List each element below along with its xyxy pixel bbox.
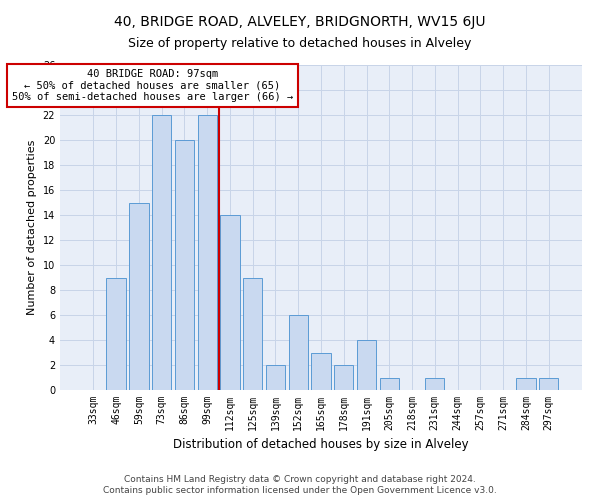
Text: Contains public sector information licensed under the Open Government Licence v3: Contains public sector information licen… (103, 486, 497, 495)
Bar (129, 202, 149, 390)
Text: Contains HM Land Registry data © Crown copyright and database right 2024.: Contains HM Land Registry data © Crown c… (124, 475, 476, 484)
Text: 40 BRIDGE ROAD: 97sqm
← 50% of detached houses are smaller (65)
50% of semi-deta: 40 BRIDGE ROAD: 97sqm ← 50% of detached … (12, 68, 293, 102)
Bar (516, 378, 536, 390)
Bar (311, 352, 331, 390)
Y-axis label: Number of detached properties: Number of detached properties (27, 140, 37, 315)
Bar (243, 278, 262, 390)
Bar (289, 315, 308, 390)
X-axis label: Distribution of detached houses by size in Alveley: Distribution of detached houses by size … (173, 438, 469, 452)
Bar (106, 278, 126, 390)
Bar (357, 340, 376, 390)
Bar (334, 365, 353, 390)
Text: Size of property relative to detached houses in Alveley: Size of property relative to detached ho… (128, 38, 472, 51)
Bar (197, 115, 217, 390)
Bar (175, 140, 194, 390)
Bar (266, 365, 285, 390)
Bar (152, 115, 172, 390)
Bar (425, 378, 445, 390)
Bar (220, 215, 239, 390)
Bar (380, 378, 399, 390)
Bar (539, 378, 558, 390)
Text: 40, BRIDGE ROAD, ALVELEY, BRIDGNORTH, WV15 6JU: 40, BRIDGE ROAD, ALVELEY, BRIDGNORTH, WV… (114, 15, 486, 29)
